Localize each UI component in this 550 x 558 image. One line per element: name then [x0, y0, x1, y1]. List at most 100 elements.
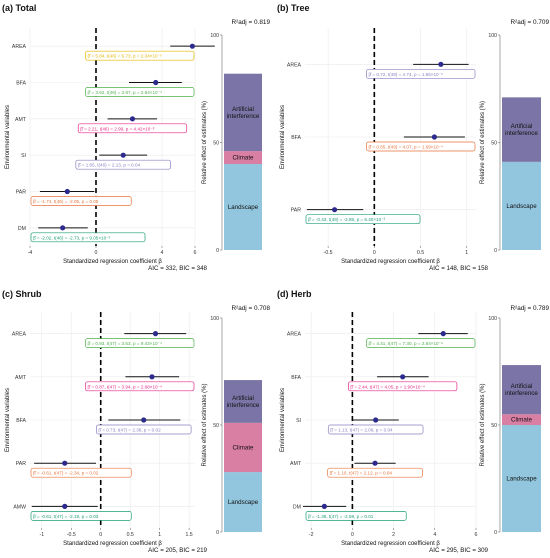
model-fit-footer: AIC = 332, BIC = 348 [148, 265, 207, 272]
model-fit-footer: AIC = 148, BIC = 158 [429, 265, 488, 272]
y-tick-label: SI [21, 153, 26, 159]
stack-segment-landscape [502, 425, 541, 532]
estimate-label: β̂ = 0.93, t(47) = 3.53, p = 9.43×10⁻⁴ [88, 341, 162, 346]
estimate-label-box [30, 511, 132, 521]
y-tick-label: AREA [287, 62, 302, 68]
panel-title: (b) Tree [277, 3, 310, 13]
x-tick-label: 0 [373, 250, 376, 256]
y-axis-label: Environmental variables [5, 105, 11, 169]
estimate-label-box [327, 424, 424, 435]
estimate-label-box [96, 424, 192, 435]
estimate-point [141, 417, 147, 423]
estimate-label: β̂ = 0.73, t(47) = 2.36, p = 0.02 [98, 428, 161, 433]
model-fit-footer: AIC = 295, BIC = 309 [429, 547, 488, 554]
y-tick-label: BFA [291, 135, 301, 141]
x-tick-label: -0.5 [324, 250, 333, 256]
x-tick-label: 0.5 [417, 250, 424, 256]
estimate-label: β̂ = 0.72, t(49) = 4.74, p = 1.85×10⁻⁵ [369, 72, 443, 77]
y-tick-label: AREA [12, 44, 27, 50]
y-axis-label: Environmental variables [280, 105, 286, 169]
x-tick-label: 2 [392, 532, 395, 538]
stack-segment-climate [502, 414, 541, 425]
stack-label: Landscape [506, 476, 537, 483]
estimate-point [431, 134, 438, 140]
estimate-point [189, 43, 195, 49]
stack-y-tick-label: 50 [213, 141, 219, 147]
stack-y-tick-label: 0 [216, 248, 219, 254]
stack-label: Climate [511, 417, 533, 424]
x-tick-label: 0 [95, 250, 98, 256]
estimate-label: β̂ = 0.87, t(47) = 3.94, p = 2.68×10⁻⁴ [88, 384, 162, 389]
estimate-label-box [30, 467, 132, 478]
stack-label: Climate [233, 155, 255, 162]
y-tick-label: PAR [291, 208, 302, 214]
stack-y-tick-label: 0 [494, 530, 497, 536]
stack-y-tick-label: 0 [494, 248, 497, 254]
estimate-label-box [85, 338, 195, 348]
estimate-label: β̂ = 4.41, t(47) = 7.30, p = 2.84×10⁻⁹ [369, 341, 443, 346]
stack-y-tick-label: 50 [491, 423, 497, 429]
stack-label: Landscape [228, 204, 259, 211]
estimate-label: β̂ = -1.74, t(46) = -2.05, p = 0.05 [33, 199, 99, 204]
estimate-point [438, 61, 444, 67]
panel-c: (c) Shrub AREA β̂ = 0.93, t(47) = 3.53, p … [2, 289, 270, 554]
r2-adjusted-label: R²adj = 0.708 [231, 305, 270, 312]
stack-y-tick-label: 0 [216, 530, 219, 536]
estimate-point [120, 152, 126, 158]
y-tick-label: AMT [15, 117, 27, 123]
x-axis-label: Standardized regression coefficient β [341, 541, 440, 547]
panel-title: (d) Herb [277, 289, 312, 299]
y-tick-label: AREA [287, 332, 302, 338]
y-tick-label: BFA [16, 418, 26, 424]
estimate-point [64, 188, 70, 195]
panel-a: (a) Total AREA β̂ = 5.84, t(46) = 6.73, p … [2, 3, 270, 272]
y-tick-label: PAR [16, 461, 27, 467]
estimate-label: β̂ = 3.62, t(46) = 3.97, p = 2.54×10⁻⁴ [88, 90, 162, 95]
x-axis-label: Standardized regression coefficient β [341, 259, 440, 265]
estimate-label-box [305, 214, 421, 225]
estimate-point [60, 225, 66, 231]
x-tick-label: 1 [465, 250, 468, 256]
x-tick-label: -4 [28, 250, 33, 256]
stack-y-tick-label: 100 [488, 316, 497, 322]
y-tick-label: DM [293, 504, 301, 510]
estimate-label-box [77, 123, 188, 134]
x-tick-label: 4 [161, 250, 164, 256]
estimate-label-box [366, 338, 476, 348]
estimate-label-box [85, 381, 195, 392]
estimate-label: β̂ = 1.65, t(46) = 2.13, p = 0.04 [78, 163, 141, 168]
x-tick-label: 0 [351, 532, 354, 538]
estimate-point [129, 116, 136, 122]
y-axis-label: Environmental variables [280, 388, 286, 452]
y-tick-label: AMW [13, 504, 26, 510]
x-tick-label: -2 [309, 532, 314, 538]
stack-segment-landscape [224, 472, 262, 532]
x-tick-label: -0.5 [67, 532, 76, 538]
estimate-label: β̂ = 2.21, t(46) = 2.99, p = 4.42×10⁻³ [80, 126, 154, 131]
estimate-point [321, 503, 327, 509]
estimate-label-box [348, 381, 458, 392]
stack-label: Artificial [511, 123, 533, 130]
x-tick-label: 6 [475, 532, 478, 538]
x-tick-label: 1 [158, 532, 161, 538]
estimate-label: β̂ = 0.65, t(49) = 4.07, p = 1.69×10⁻⁴ [369, 145, 443, 150]
estimate-label: β̂ = -0.61, t(47) = -2.34, p = 0.02 [33, 471, 99, 476]
estimate-label: β̂ = -0.43, t(49) = -2.85, p = 6.40×10⁻³ [308, 217, 386, 222]
estimate-point [153, 79, 159, 86]
estimate-label-box [85, 50, 195, 61]
estimate-label: β̂ = -1.36, t(47) = -2.59, p = 0.01 [308, 514, 374, 519]
stack-label: Artificial [232, 106, 254, 113]
estimate-label-box [85, 87, 195, 97]
r2-adjusted-label: R²adj = 0.789 [510, 305, 549, 312]
panel-title: (c) Shrub [2, 289, 42, 299]
stack-y-axis-label: Relative effect of estimates (%) [480, 384, 486, 467]
x-tick-label: 0.5 [127, 532, 134, 538]
estimate-point [372, 460, 378, 466]
x-axis-label: Standardized regression coefficient β [63, 541, 162, 547]
stack-label: Artificial [511, 383, 533, 390]
estimate-point [400, 374, 406, 380]
stack-y-tick-label: 100 [210, 316, 219, 322]
stack-segment-artificial-interference [224, 380, 262, 423]
stack-y-tick-label: 100 [488, 33, 497, 39]
